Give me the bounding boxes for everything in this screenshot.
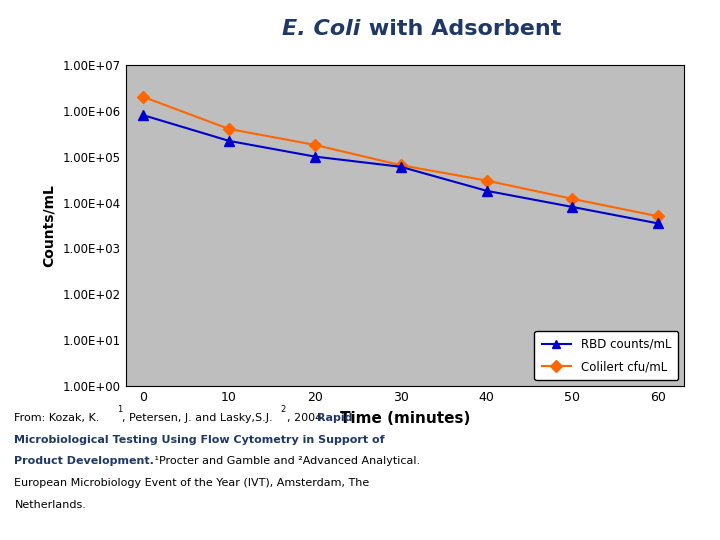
Legend: RBD counts/mL, Colilert cfu/mL: RBD counts/mL, Colilert cfu/mL <box>534 330 678 380</box>
X-axis label: Time (minutes): Time (minutes) <box>340 411 470 426</box>
RBD counts/mL <box>482 187 491 194</box>
Text: European Microbiology Event of the Year (IVT), Amsterdam, The: European Microbiology Event of the Year … <box>14 478 369 488</box>
Text: From: Kozak, K.: From: Kozak, K. <box>14 413 100 423</box>
Line: Colilert cfu/mL: Colilert cfu/mL <box>139 93 662 220</box>
Text: Microbiological Testing Using Flow Cytometry in Support of: Microbiological Testing Using Flow Cytom… <box>14 435 385 445</box>
RBD counts/mL <box>225 138 233 144</box>
Text: Product Development.: Product Development. <box>14 456 154 467</box>
Text: , Petersen, J. and Lasky,S.J.: , Petersen, J. and Lasky,S.J. <box>122 413 273 423</box>
Colilert cfu/mL <box>225 126 233 132</box>
Colilert cfu/mL <box>568 195 577 202</box>
Line: RBD counts/mL: RBD counts/mL <box>138 110 663 228</box>
RBD counts/mL <box>654 220 662 227</box>
Y-axis label: Counts/mL: Counts/mL <box>42 184 56 267</box>
Text: Netherlands.: Netherlands. <box>14 500 86 510</box>
Text: 1: 1 <box>117 405 122 414</box>
Text: E. Coli: E. Coli <box>282 19 360 39</box>
Colilert cfu/mL <box>310 141 319 148</box>
Colilert cfu/mL <box>482 177 491 184</box>
RBD counts/mL <box>139 112 148 118</box>
Text: Rapid: Rapid <box>317 413 352 423</box>
RBD counts/mL <box>568 204 577 210</box>
Text: ¹Procter and Gamble and ²Advanced Analytical.: ¹Procter and Gamble and ²Advanced Analyt… <box>151 456 420 467</box>
Text: with Adsorbent: with Adsorbent <box>361 19 562 39</box>
Text: 2: 2 <box>281 405 286 414</box>
Colilert cfu/mL <box>654 213 662 220</box>
Colilert cfu/mL <box>397 162 405 168</box>
RBD counts/mL <box>397 164 405 170</box>
RBD counts/mL <box>310 153 319 160</box>
Colilert cfu/mL <box>139 93 148 100</box>
Text: , 2004.: , 2004. <box>287 413 329 423</box>
